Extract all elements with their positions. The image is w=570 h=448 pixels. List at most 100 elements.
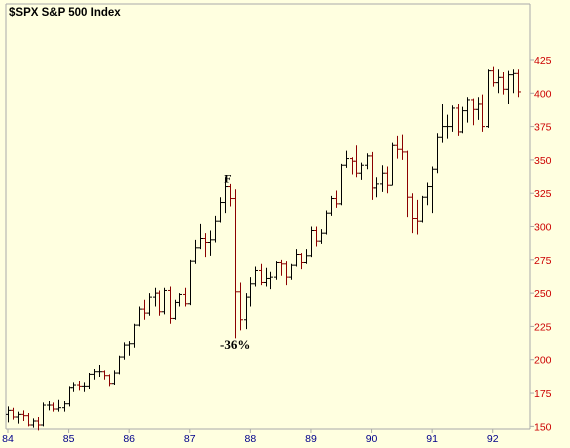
chart-title: $SPX S&P 500 Index <box>9 7 121 19</box>
y-tick-label: 250 <box>534 288 552 300</box>
ohlc-bar <box>137 306 142 327</box>
ohlc-bar <box>506 70 511 104</box>
ohlc-bar <box>435 133 440 174</box>
y-tick-label: 375 <box>534 122 552 134</box>
ohlc-bar <box>491 66 496 87</box>
ohlc-bar <box>112 370 117 386</box>
ohlc-bar <box>501 71 506 95</box>
ohlc-bar <box>16 411 21 424</box>
ohlc-bar <box>77 381 82 391</box>
ohlc-bar <box>193 239 198 264</box>
ohlc-bar <box>334 190 339 208</box>
x-tick-label: 86 <box>123 433 135 445</box>
ohlc-bar <box>198 223 203 250</box>
ohlc-bar <box>162 287 167 315</box>
ohlc-bar <box>92 369 97 380</box>
ohlc-bar <box>374 177 379 198</box>
x-tick-label: 88 <box>245 433 257 445</box>
x-tick-label: 85 <box>63 433 75 445</box>
ohlc-bar <box>329 195 334 216</box>
y-tick-label: 275 <box>534 255 552 267</box>
ohlc-bar <box>440 103 445 143</box>
ohlc-bar <box>213 215 218 243</box>
ohlc-bar <box>516 69 521 98</box>
ohlc-bar <box>339 163 344 206</box>
x-axis-ticks: 84 85 86 87 88 89 90 91 92 <box>2 429 499 445</box>
x-tick-label: 84 <box>2 433 14 445</box>
ohlc-bar <box>284 261 289 286</box>
ohlc-bar <box>147 293 152 316</box>
ohlc-bar <box>122 342 127 360</box>
ohlc-bar <box>405 150 410 218</box>
ohlc-bar <box>117 355 122 375</box>
ohlc-bar <box>51 402 56 412</box>
ohlc-bar <box>253 266 258 287</box>
ohlc-bar <box>41 402 46 427</box>
ohlc-bar <box>471 98 476 126</box>
ohlc-bar <box>400 134 405 160</box>
ohlc-bar <box>390 142 395 186</box>
y-tick-label: 325 <box>534 188 552 200</box>
x-tick-label: 89 <box>305 433 317 445</box>
ohlc-bar <box>354 145 359 178</box>
ohlc-bar <box>314 226 319 247</box>
ohlc-bar <box>218 197 223 223</box>
ohlc-bar <box>294 249 299 267</box>
y-tick-label: 400 <box>534 88 552 100</box>
y-tick-label: 225 <box>534 321 552 333</box>
ohlc-bar <box>132 323 137 348</box>
ohlc-bar <box>259 263 264 286</box>
ohlc-bar <box>279 259 284 276</box>
ohlc-bar <box>445 114 450 139</box>
ohlc-bar <box>188 259 193 306</box>
ohlc-bar <box>380 165 385 192</box>
ohlc-bar <box>480 94 485 132</box>
ohlc-bar <box>233 189 238 339</box>
ohlc-bar <box>157 290 162 316</box>
ohlc-bar <box>304 249 309 264</box>
ohlc-bar <box>274 261 279 280</box>
ohlc-bar <box>415 199 420 235</box>
ohlc-bar <box>203 233 208 258</box>
ohlc-bar <box>102 370 107 380</box>
annotation-decline-label: -36% <box>220 337 250 352</box>
ohlc-bar <box>82 382 87 392</box>
ohlc-bar <box>87 373 92 390</box>
ohlc-bar <box>268 271 273 290</box>
ohlc-bar <box>425 182 430 206</box>
ohlc-bar <box>319 229 324 244</box>
x-tick-label: 91 <box>426 433 438 445</box>
annotations: F -36% <box>220 172 250 353</box>
ohlc-bar <box>228 183 233 207</box>
y-tick-label: 175 <box>534 388 552 400</box>
ohlc-bar <box>289 263 294 280</box>
y-tick-label: 350 <box>534 155 552 167</box>
ohlc-bar <box>142 299 147 320</box>
ohlc-bar <box>223 177 228 214</box>
ohlc-bar <box>309 226 314 258</box>
ohlc-bar <box>385 166 390 194</box>
ohlc-bar <box>127 341 132 356</box>
y-tick-label: 150 <box>534 421 552 433</box>
ohlc-bar <box>299 253 304 270</box>
ohlc-bar <box>395 135 400 159</box>
ohlc-bar <box>410 193 415 234</box>
ohlc-bar <box>21 410 26 422</box>
ohlc-bar <box>56 399 61 412</box>
ohlc-bar <box>359 162 364 180</box>
ohlc-bar <box>511 69 516 94</box>
ohlc-bar <box>183 287 188 307</box>
ohlc-bar <box>465 97 470 123</box>
y-axis-ticks: 150 175 200 225 250 275 300 325 350 375 400 425 <box>530 55 552 433</box>
ohlc-bar <box>486 69 491 128</box>
ohlc-bar <box>365 153 370 170</box>
ohlc-bar <box>31 418 36 428</box>
ohlc-bar <box>97 365 102 378</box>
annotation-f-label: F <box>224 172 231 186</box>
ohlc-bar <box>36 417 41 431</box>
ohlc-bar <box>420 195 425 223</box>
ohlc-bar <box>26 413 31 427</box>
x-tick-label: 90 <box>366 433 378 445</box>
y-tick-label: 425 <box>534 55 552 67</box>
